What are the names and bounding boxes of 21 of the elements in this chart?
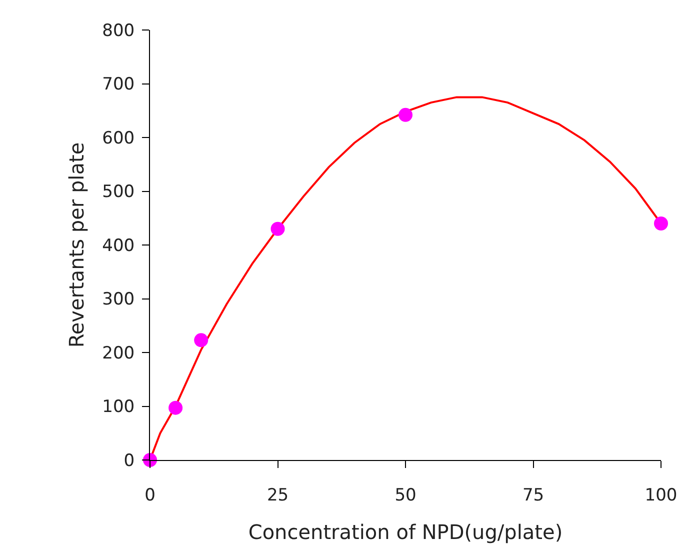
- x-tick-label: 50: [394, 485, 416, 506]
- y-axis-title: Revertants per plate: [64, 142, 89, 348]
- y-tick-label: 300: [102, 290, 135, 310]
- y-tick-label: 400: [102, 236, 135, 256]
- y-tick-label: 700: [102, 74, 135, 95]
- y-tick-label: 800: [102, 20, 135, 41]
- x-tick-label: 25: [266, 485, 289, 506]
- x-tick-label: 0: [144, 485, 156, 506]
- y-tick-label: 500: [102, 182, 135, 202]
- point: [270, 222, 285, 236]
- point: [168, 400, 183, 415]
- point: [654, 216, 668, 230]
- y-tick-label: 200: [102, 343, 135, 364]
- y-tick-label: 100: [102, 397, 135, 418]
- x-axis-title: Concentration of NPD(ug/plate): [248, 520, 563, 544]
- y-tick-label: 0: [124, 450, 135, 471]
- x-tick-label: 75: [522, 485, 544, 506]
- point: [398, 108, 412, 122]
- y-tick-label: 600: [102, 128, 135, 148]
- point: [194, 333, 208, 348]
- x-tick-label: 100: [644, 485, 678, 506]
